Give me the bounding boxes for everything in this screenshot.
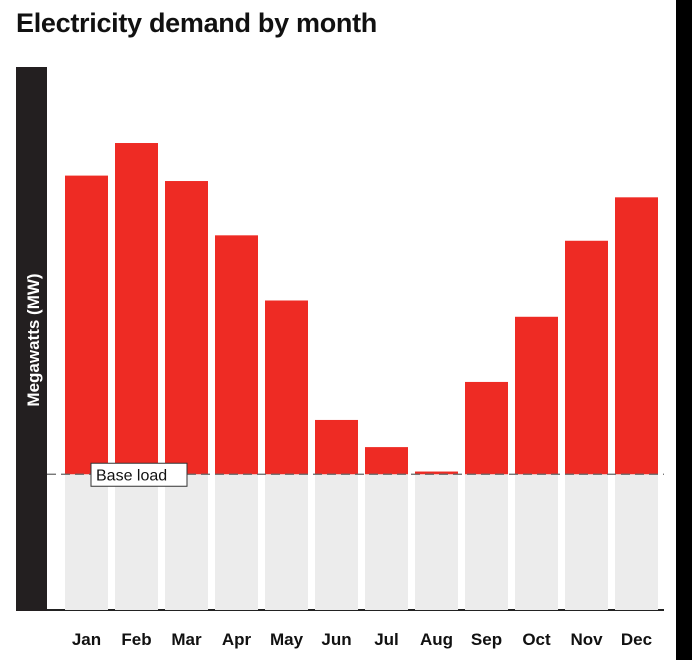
bar-dec <box>615 197 658 475</box>
base-column-feb <box>115 474 158 610</box>
x-tick-dec: Dec <box>621 630 652 649</box>
bar-jan <box>65 175 108 475</box>
x-tick-jun: Jun <box>321 630 351 649</box>
base-load-label: Base load <box>90 462 188 487</box>
bar-apr <box>215 235 258 475</box>
y-axis-label: Megawatts (MW) <box>24 273 43 406</box>
bar-jun <box>315 419 358 475</box>
chart-frame: Electricity demand by month Megawatts (M… <box>0 0 676 660</box>
x-tick-mar: Mar <box>171 630 202 649</box>
base-column-jul <box>365 474 408 610</box>
bar-chart: Megawatts (MW) Base load Jan Feb Mar Apr May… <box>16 67 664 649</box>
y-axis-band <box>16 67 47 611</box>
x-tick-feb: Feb <box>121 630 151 649</box>
bar-sep <box>465 381 508 475</box>
chart-title: Electricity demand by month <box>16 8 377 38</box>
base-column-jan <box>65 474 108 610</box>
base-load-label-text: Base load <box>96 467 167 484</box>
x-tick-oct: Oct <box>522 630 551 649</box>
bar-jul <box>365 447 408 475</box>
base-column-nov <box>565 474 608 610</box>
x-tick-sep: Sep <box>471 630 502 649</box>
bar-mar <box>165 181 208 475</box>
bar-nov <box>565 240 608 475</box>
base-load-columns <box>65 474 658 610</box>
x-tick-may: May <box>270 630 304 649</box>
bars <box>65 143 658 475</box>
base-column-may <box>265 474 308 610</box>
base-column-dec <box>615 474 658 610</box>
base-column-sep <box>465 474 508 610</box>
base-column-mar <box>165 474 208 610</box>
x-tick-aug: Aug <box>420 630 453 649</box>
x-tick-apr: Apr <box>222 630 252 649</box>
base-column-jun <box>315 474 358 610</box>
base-column-aug <box>415 474 458 610</box>
x-tick-labels: Jan Feb Mar Apr May Jun Jul Aug Sep Oct Nov Dec <box>72 630 652 649</box>
x-tick-nov: Nov <box>570 630 603 649</box>
base-column-oct <box>515 474 558 610</box>
base-column-apr <box>215 474 258 610</box>
bar-feb <box>115 143 158 475</box>
x-tick-jan: Jan <box>72 630 101 649</box>
bar-may <box>265 300 308 475</box>
bar-aug <box>415 471 458 475</box>
bar-oct <box>515 316 558 475</box>
x-tick-jul: Jul <box>374 630 399 649</box>
